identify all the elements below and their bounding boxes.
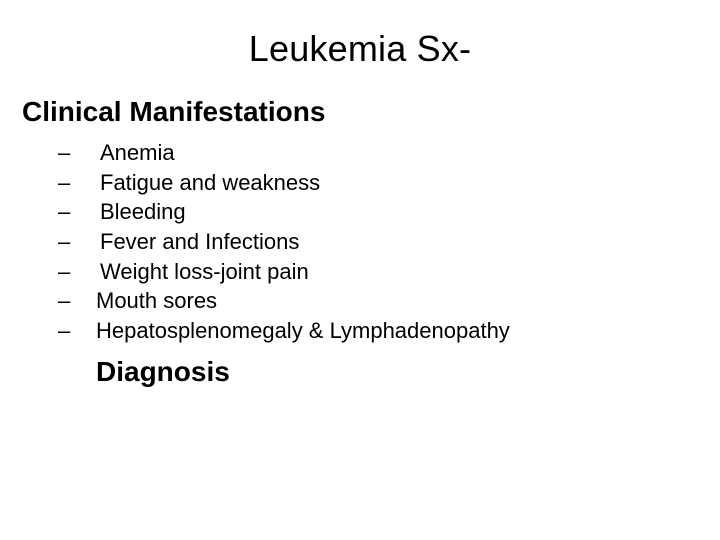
bullet-text: Mouth sores	[96, 286, 720, 316]
list-item: – Fatigue and weakness	[58, 168, 720, 198]
list-item: – Bleeding	[58, 197, 720, 227]
bullet-list: – Anemia – Fatigue and weakness – Bleedi…	[0, 136, 720, 346]
clinical-manifestations-heading: Clinical Manifestations	[0, 70, 720, 136]
list-item: – Fever and Infections	[58, 227, 720, 257]
dash-icon: –	[58, 316, 96, 346]
dash-icon: –	[58, 168, 96, 198]
diagnosis-heading: Diagnosis	[0, 346, 720, 388]
slide-title: Leukemia Sx-	[0, 0, 720, 70]
bullet-text: Weight loss-joint pain	[96, 257, 720, 287]
list-item: – Weight loss-joint pain	[58, 257, 720, 287]
list-item: – Hepatosplenomegaly & Lymphadenopathy	[58, 316, 720, 346]
bullet-text: Anemia	[96, 138, 720, 168]
bullet-text: Hepatosplenomegaly & Lymphadenopathy	[96, 316, 720, 346]
dash-icon: –	[58, 286, 96, 316]
bullet-text: Fever and Infections	[96, 227, 720, 257]
list-item: – Mouth sores	[58, 286, 720, 316]
slide: Leukemia Sx- Clinical Manifestations – A…	[0, 0, 720, 540]
dash-icon: –	[58, 197, 96, 227]
list-item: – Anemia	[58, 138, 720, 168]
bullet-text: Fatigue and weakness	[96, 168, 720, 198]
dash-icon: –	[58, 227, 96, 257]
dash-icon: –	[58, 257, 96, 287]
dash-icon: –	[58, 138, 96, 168]
bullet-text: Bleeding	[96, 197, 720, 227]
